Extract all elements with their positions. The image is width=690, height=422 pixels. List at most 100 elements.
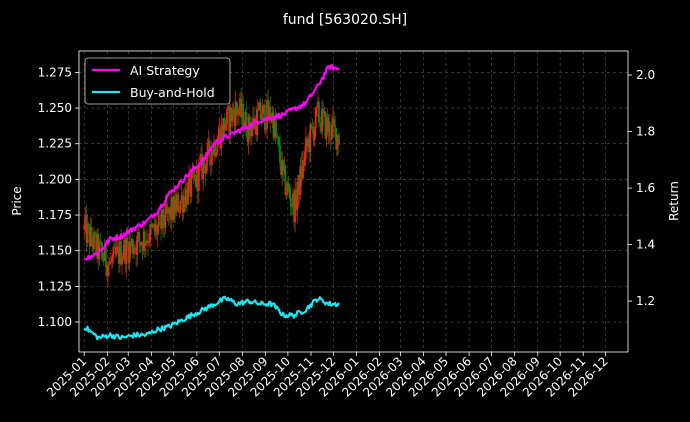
candle-body	[220, 124, 223, 149]
candle-body	[165, 204, 168, 214]
candle-body	[215, 153, 218, 157]
candle-body	[169, 206, 172, 220]
candle-body	[209, 157, 212, 166]
candle-body	[327, 121, 330, 132]
candle-body	[316, 101, 319, 108]
y-left-tick-label: 1.100	[38, 315, 72, 329]
y-axis-right-label: Return	[667, 181, 681, 221]
candle-body	[332, 119, 334, 125]
candle-body	[254, 118, 257, 129]
candle-body	[196, 166, 199, 192]
candle-body	[125, 237, 128, 265]
candle-body	[135, 247, 138, 255]
chart-title: fund [563020.SH]	[283, 12, 407, 28]
candle-body	[295, 189, 298, 210]
candle-body	[150, 224, 153, 227]
candle-body	[281, 159, 284, 175]
y-left-tick-label: 1.275	[38, 65, 72, 79]
candle-body	[153, 223, 156, 232]
candle-body	[241, 103, 244, 118]
candle-body	[221, 124, 224, 138]
candle-body	[326, 117, 329, 132]
candle-body	[257, 109, 260, 111]
candle-body	[212, 151, 214, 155]
candle-body	[176, 194, 179, 201]
plot-area-frame	[78, 50, 629, 353]
candle-body	[164, 204, 167, 228]
candle-body	[310, 124, 313, 127]
candle-body	[84, 215, 87, 225]
candle-body	[307, 139, 310, 147]
candle-body	[168, 206, 171, 215]
candle-body	[166, 208, 169, 214]
candle-body	[89, 227, 92, 246]
candle-body	[190, 173, 193, 197]
candle-body	[107, 264, 109, 277]
candle-body	[122, 255, 125, 259]
candle-body	[193, 174, 196, 178]
y-right-tick-label: 1.6	[636, 181, 655, 195]
candle-body	[142, 231, 145, 251]
candle-body	[283, 166, 286, 171]
candle-body	[128, 241, 131, 263]
candle-body	[216, 145, 219, 154]
candle-body	[259, 102, 262, 120]
candle-body	[292, 193, 294, 207]
candle-body	[123, 239, 126, 256]
candle-body	[117, 246, 120, 264]
candle-body	[149, 224, 152, 243]
candle-body	[301, 159, 304, 179]
candle-body	[109, 261, 112, 265]
candle-body	[265, 128, 267, 131]
candle-body	[246, 135, 249, 143]
candle-body	[305, 137, 307, 152]
candle-body	[130, 239, 133, 247]
candle-body	[331, 124, 333, 140]
candle-body	[272, 112, 275, 138]
candle-body	[309, 124, 312, 153]
candle-body	[297, 175, 300, 195]
candle-body	[314, 107, 317, 129]
candle-body	[106, 267, 108, 277]
candle-body	[270, 121, 273, 122]
candle-body	[200, 154, 202, 163]
candle-body	[195, 166, 198, 187]
candle-body	[137, 232, 140, 236]
candle-body	[202, 160, 205, 180]
candle-body	[214, 142, 216, 157]
candle-body	[302, 159, 305, 166]
candle-body	[271, 112, 274, 122]
candle-body	[143, 231, 146, 247]
candle-body	[173, 196, 175, 220]
y-left-tick-label: 1.125	[38, 279, 72, 293]
candle-body	[141, 242, 144, 251]
candle-body	[207, 140, 210, 145]
candle-body	[260, 119, 263, 120]
y-left-tick-label: 1.200	[38, 172, 72, 186]
legend: AI Strategy Buy-and-Hold	[84, 57, 231, 105]
candle-body	[240, 98, 242, 118]
candle-body	[328, 121, 331, 139]
candle-body	[290, 205, 293, 207]
series-line-ai-strategy	[83, 63, 340, 261]
candle-body	[147, 240, 149, 244]
candle-body	[334, 125, 337, 128]
candle-body	[124, 239, 127, 265]
candle-body	[138, 232, 141, 242]
candle-body	[144, 242, 147, 247]
candle-body	[263, 104, 266, 131]
y-right-tick-label: 1.2	[636, 294, 655, 308]
candle-body	[174, 196, 176, 214]
candle-body	[293, 193, 295, 222]
candle-body	[155, 224, 158, 235]
candle-body	[289, 197, 292, 206]
candle-body	[161, 209, 163, 229]
candle-body	[213, 142, 215, 155]
candle-body	[129, 241, 132, 247]
candle-body	[250, 126, 253, 137]
series-line-buy-and-hold	[83, 295, 340, 341]
y-axis-left-ticks: 1.100 1.125 1.150 1.175 1.200 1.225 1.250 1.275	[38, 65, 79, 329]
candle-body	[170, 197, 173, 220]
candle-body	[104, 244, 107, 268]
y-right-tick-label: 2.0	[636, 68, 655, 82]
